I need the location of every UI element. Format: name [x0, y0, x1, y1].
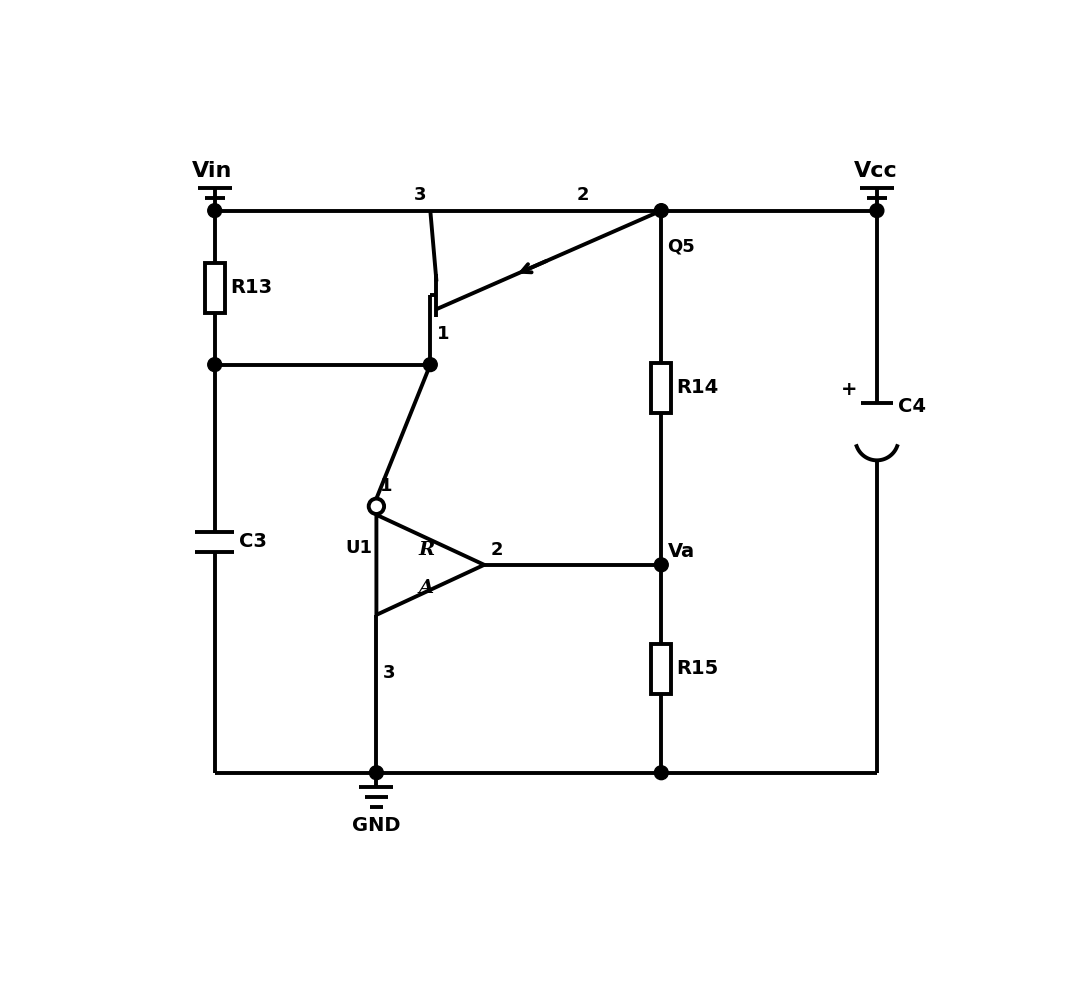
Circle shape — [368, 499, 384, 514]
Circle shape — [369, 765, 383, 779]
Circle shape — [654, 765, 669, 779]
Bar — [651, 644, 672, 694]
Text: R: R — [418, 541, 434, 559]
Bar — [205, 262, 225, 312]
Text: Q5: Q5 — [667, 238, 696, 255]
Text: Vin: Vin — [191, 162, 232, 182]
Circle shape — [654, 558, 669, 572]
Text: R14: R14 — [677, 378, 719, 397]
Text: C4: C4 — [897, 397, 926, 416]
Circle shape — [654, 204, 669, 218]
Bar — [651, 362, 672, 413]
Text: Va: Va — [667, 542, 694, 561]
Circle shape — [870, 204, 883, 218]
Text: GND: GND — [352, 815, 401, 835]
Text: A: A — [419, 579, 434, 597]
Text: 3: 3 — [414, 187, 427, 205]
Circle shape — [207, 357, 221, 371]
Text: C3: C3 — [240, 532, 267, 551]
Text: 1: 1 — [436, 324, 449, 342]
Text: 2: 2 — [577, 187, 589, 205]
Text: R15: R15 — [677, 660, 719, 679]
Circle shape — [423, 357, 437, 371]
Text: Vcc: Vcc — [854, 162, 897, 182]
Text: R13: R13 — [230, 278, 272, 297]
Text: 2: 2 — [490, 541, 503, 559]
Text: 3: 3 — [382, 665, 395, 683]
Circle shape — [207, 204, 221, 218]
Text: U1: U1 — [346, 539, 373, 557]
Text: +: + — [840, 380, 856, 399]
Text: 1: 1 — [380, 477, 393, 495]
